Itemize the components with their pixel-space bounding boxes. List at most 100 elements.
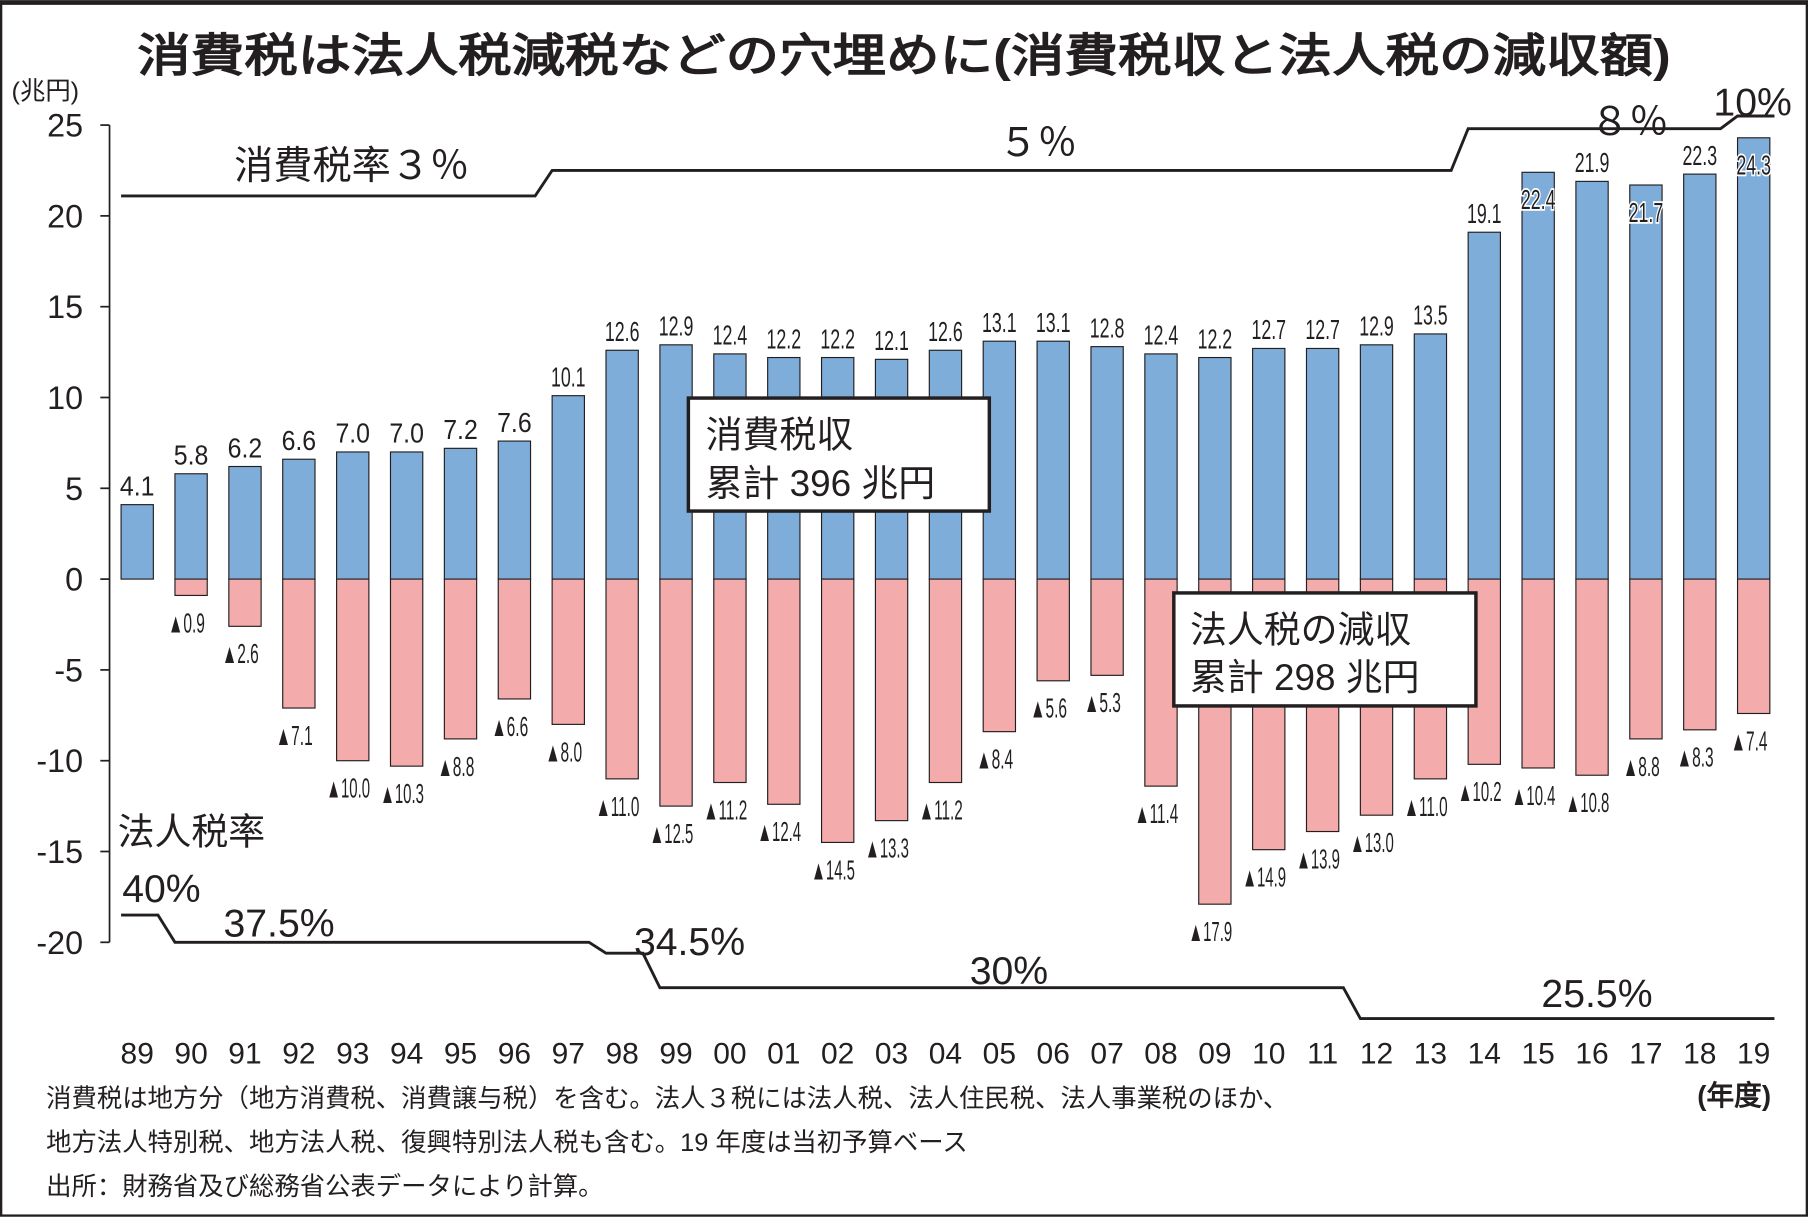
corporate-bar — [282, 578, 316, 709]
x-tick-label: 98 — [605, 1037, 638, 1070]
consumption-value-label: 12.2 — [1198, 323, 1233, 354]
consumption-value-label: 13.1 — [1036, 307, 1071, 338]
corporate-value-label: ▲2.6 — [222, 638, 259, 669]
x-tick-label: 14 — [1468, 1037, 1501, 1070]
chart-title: 消費税は法人税減税などの穴埋めに(消費税収と法人税の減収額) — [137, 30, 1671, 82]
consumption-bar — [1090, 346, 1124, 580]
consumption-value-label: 12.7 — [1305, 314, 1340, 345]
consumption-tax-rate-label: ８％ — [1590, 101, 1668, 144]
x-tick-label: 92 — [282, 1037, 315, 1070]
x-tick-label: 02 — [821, 1037, 854, 1070]
corporate-bar — [605, 578, 639, 780]
corporate-bar — [228, 578, 262, 627]
corporate-value-label: ▲14.9 — [1242, 862, 1286, 893]
corporate-value-label: ▲10.8 — [1566, 787, 1610, 818]
x-tick-label: 00 — [713, 1037, 746, 1070]
x-tick-label: 15 — [1521, 1037, 1554, 1070]
consumption-bar — [1736, 137, 1771, 580]
annotation-line-1: 法人税の減収 — [1190, 610, 1411, 651]
corporate-tax-rate-line — [121, 913, 1775, 1021]
consumption-bar — [1359, 344, 1394, 580]
consumption-value-label: 22.4 — [1521, 184, 1556, 215]
consumption-bar — [1521, 171, 1555, 580]
y-tick-label: -20 — [36, 925, 83, 961]
corporate-bar — [336, 578, 370, 762]
x-tick-label: 03 — [875, 1037, 908, 1070]
top-rule — [0, 0, 1808, 5]
corporate-bar — [389, 578, 424, 767]
x-tick-label: 16 — [1575, 1037, 1608, 1070]
consumption-value-label: 12.9 — [659, 311, 694, 342]
corporate-bar — [1090, 578, 1124, 676]
footnote-3: 出所：財務省及び総務省公表データにより計算。 — [46, 1173, 603, 1201]
footnote-1: 消費税は地方分（地方消費税、消費譲与税）を含む。法人３税には法人税、法人住民税、… — [46, 1085, 1288, 1113]
corporate-value-label: ▲13.0 — [1350, 827, 1394, 858]
y-tick-label: 10 — [47, 380, 83, 416]
consumption-value-label: 12.1 — [874, 325, 909, 356]
x-tick-label: 01 — [767, 1037, 800, 1070]
consumption-bar — [443, 447, 478, 580]
x-tick-label: 99 — [659, 1037, 692, 1070]
consumption-bar — [1144, 353, 1178, 580]
x-tick-label: 08 — [1144, 1037, 1177, 1070]
consumption-value-label: 12.8 — [1090, 312, 1125, 343]
corporate-value-label: ▲11.0 — [596, 791, 640, 822]
consumption-total-annotation: 消費税収 累計 396 兆円 — [686, 396, 992, 513]
corporate-bar — [1736, 578, 1771, 715]
consumption-value-label: 22.3 — [1683, 140, 1718, 171]
corporate-bar — [820, 578, 855, 844]
corporate-value-label: ▲11.2 — [703, 794, 747, 825]
corporate-value-label: ▲5.3 — [1084, 687, 1121, 718]
consumption-bar — [1305, 347, 1340, 580]
corporate-bar — [1521, 578, 1555, 769]
corporate-tax-rate-label: 37.5% — [223, 903, 334, 946]
consumption-bar — [336, 451, 370, 580]
consumption-value-label: 13.5 — [1413, 300, 1448, 331]
x-tick-label: 11 — [1307, 1037, 1338, 1070]
consumption-value-label: 19.1 — [1467, 198, 1502, 229]
consumption-tax-rate-label: ５％ — [999, 122, 1077, 165]
x-tick-label: 95 — [444, 1037, 477, 1070]
consumption-value-label: 7.6 — [497, 407, 532, 438]
y-tick-label: -10 — [36, 743, 83, 779]
corporate-bar — [874, 578, 909, 822]
annotation-line-2: 累計 396 兆円 — [706, 463, 936, 504]
annotation-box — [1172, 591, 1478, 708]
corporate-value-label: ▲7.1 — [276, 720, 313, 751]
corporate-value-label: ▲5.6 — [1030, 693, 1067, 724]
consumption-tax-rate-label: 消費税率３％ — [234, 145, 469, 188]
x-tick-label: 09 — [1198, 1037, 1231, 1070]
corporate-value-label: ▲7.4 — [1731, 725, 1768, 756]
consumption-value-label: 6.6 — [282, 425, 317, 456]
x-tick-label: 05 — [983, 1037, 1016, 1070]
corporate-value-label: ▲6.6 — [491, 711, 528, 742]
consumption-bar — [1629, 184, 1663, 580]
corporate-bar — [1629, 578, 1663, 740]
consumption-value-label: 12.2 — [820, 323, 855, 354]
consumption-tax-rate-line — [121, 114, 1775, 198]
corporate-bar — [443, 578, 478, 740]
annotation-box — [686, 396, 992, 513]
consumption-value-label: 21.9 — [1575, 147, 1610, 178]
x-tick-label: 10 — [1252, 1037, 1285, 1070]
corporate-value-label: ▲11.2 — [919, 794, 963, 825]
x-tick-label: 04 — [929, 1037, 962, 1070]
x-tick-label: 17 — [1629, 1037, 1662, 1070]
x-tick-label: 13 — [1414, 1037, 1447, 1070]
consumption-bar — [551, 395, 585, 580]
consumption-value-label: 4.1 — [120, 470, 155, 501]
corporate-tax-rate-title: 法人税率 — [118, 811, 266, 852]
consumption-bar — [1575, 180, 1609, 580]
corporate-value-label: ▲8.8 — [1623, 751, 1660, 782]
corporate-value-label: ▲12.5 — [650, 818, 694, 849]
consumption-bar — [605, 349, 639, 580]
corporate-value-label: ▲10.3 — [380, 778, 424, 809]
consumption-value-label: 13.1 — [982, 307, 1017, 338]
x-tick-label: 12 — [1360, 1037, 1393, 1070]
x-tick-label: 89 — [121, 1037, 154, 1070]
corporate-bar — [928, 578, 963, 784]
y-tick-label: 5 — [65, 471, 83, 507]
consumption-value-label: 7.0 — [389, 418, 424, 449]
consumption-value-label: 12.2 — [767, 323, 802, 354]
